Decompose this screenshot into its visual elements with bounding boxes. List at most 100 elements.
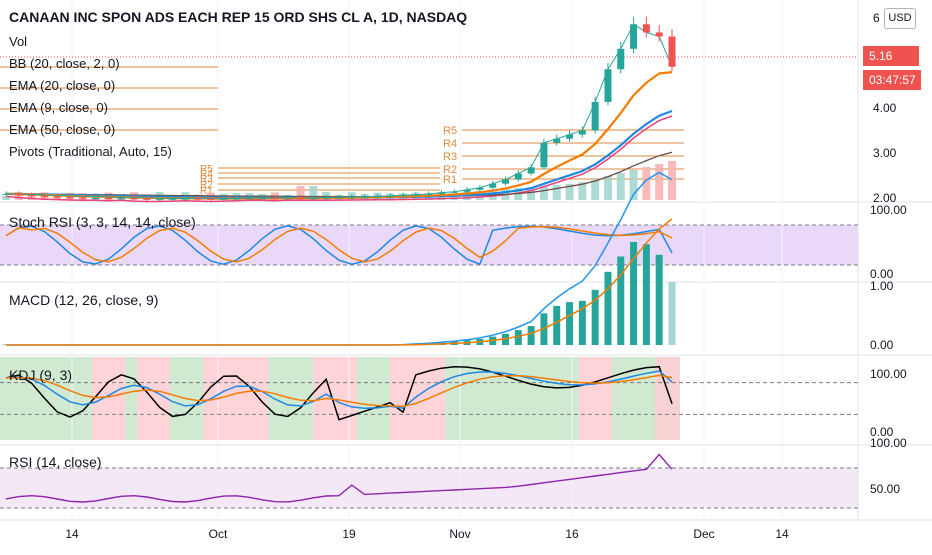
macd-histogram-bar bbox=[527, 325, 535, 345]
rsi-tick-label: 50.00 bbox=[870, 482, 900, 496]
macd-histogram-bar bbox=[514, 330, 522, 345]
kdj-regime-band bbox=[579, 357, 612, 440]
kdj-regime-band bbox=[203, 357, 268, 440]
chart-title: CANAAN INC SPON ADS EACH REP 15 ORD SHS … bbox=[9, 9, 468, 25]
macd-label[interactable]: MACD (12, 26, close, 9) bbox=[9, 292, 159, 308]
candle-body bbox=[566, 134, 574, 139]
last-price-badge: 5.16 bbox=[863, 46, 919, 66]
kdj-regime-band bbox=[445, 357, 579, 440]
macd-histogram-bar bbox=[630, 241, 638, 345]
pivot-label-left: R2 bbox=[200, 180, 213, 191]
volume-bar bbox=[668, 161, 676, 200]
kdj-label[interactable]: KDJ (9, 3) bbox=[9, 367, 73, 383]
candle-body bbox=[463, 189, 471, 192]
candle-body bbox=[104, 197, 112, 199]
kdj-j-line bbox=[5, 365, 673, 421]
pivot-label-left: R1 bbox=[200, 186, 213, 197]
volume-bar bbox=[603, 176, 612, 200]
candle-body bbox=[258, 197, 266, 199]
candle-body bbox=[425, 193, 433, 195]
countdown-badge: 03:47:57 bbox=[863, 70, 921, 90]
candle-body bbox=[130, 197, 138, 199]
pivot-label-right: R5 bbox=[443, 125, 457, 137]
candle-body bbox=[630, 24, 638, 49]
macd-histogram-bar bbox=[578, 300, 586, 345]
candle-body bbox=[143, 198, 151, 200]
stoch-rsi-label[interactable]: Stoch RSI (3, 3, 14, 14, close) bbox=[9, 214, 196, 230]
candle-body bbox=[514, 173, 522, 180]
macd-signal-line bbox=[6, 218, 673, 346]
candle-body bbox=[527, 167, 535, 174]
volume-bar bbox=[655, 164, 664, 200]
candle-body bbox=[322, 197, 330, 199]
candle-body bbox=[502, 179, 509, 184]
volume-bar bbox=[578, 182, 587, 200]
pivot-label-right: R1 bbox=[443, 174, 457, 186]
kdj-regime-band bbox=[655, 357, 680, 440]
kdj-regime-band bbox=[125, 357, 137, 440]
pivot-label-right: R4 bbox=[443, 138, 457, 150]
currency-button[interactable]: USD bbox=[884, 8, 916, 29]
price-tick-label: 4.00 bbox=[873, 101, 897, 115]
indicator-label-ema9[interactable]: EMA (9, close, 0) bbox=[9, 100, 108, 115]
candle-body bbox=[591, 101, 599, 131]
candle-body bbox=[348, 196, 356, 198]
kdj-tick-label: 0.00 bbox=[870, 425, 894, 439]
bb-lower-line bbox=[5, 115, 673, 203]
pivot-label-right: R3 bbox=[443, 151, 457, 163]
pivot-label-left: R5 bbox=[200, 164, 213, 175]
price-tick-label: 6 bbox=[873, 11, 880, 25]
kdj-regime-band bbox=[390, 357, 445, 440]
rsi-band bbox=[0, 468, 858, 508]
volume-bar bbox=[527, 187, 536, 200]
pivot-label-right: R2 bbox=[443, 164, 457, 176]
macd-tick-label: 1.00 bbox=[870, 279, 894, 293]
macd-histogram-bar bbox=[668, 282, 676, 345]
candle-body bbox=[412, 194, 420, 196]
candle-body bbox=[40, 195, 48, 197]
candle-body bbox=[604, 69, 612, 102]
rsi-line bbox=[5, 453, 673, 503]
indicator-label-ema50[interactable]: EMA (50, close, 0) bbox=[9, 122, 116, 137]
macd-histogram-bar bbox=[591, 289, 599, 345]
candle-body bbox=[181, 198, 189, 200]
kdj-regime-band bbox=[313, 357, 357, 440]
macd-histogram-bar bbox=[566, 302, 574, 345]
candle-body bbox=[156, 199, 164, 201]
kdj-d-line bbox=[5, 374, 673, 408]
pivot-label-left: R3 bbox=[200, 174, 213, 185]
candle-body bbox=[117, 197, 125, 199]
volume-bar bbox=[616, 173, 625, 200]
stoch-d-line bbox=[5, 225, 673, 263]
candle-body bbox=[53, 196, 61, 198]
kdj-regime-band bbox=[137, 357, 170, 440]
x-tick-label: Oct bbox=[209, 527, 228, 541]
price-tick-label: 3.00 bbox=[873, 146, 897, 160]
candle-body bbox=[2, 193, 10, 195]
volume-bar bbox=[642, 167, 651, 200]
rsi-label[interactable]: RSI (14, close) bbox=[9, 454, 102, 470]
stoch-tick-label: 100.00 bbox=[870, 203, 907, 217]
macd-histogram-bar bbox=[655, 254, 663, 345]
candle-body bbox=[476, 187, 484, 190]
indicator-label-ema20[interactable]: EMA (20, close, 0) bbox=[9, 78, 116, 93]
x-tick-label: Nov bbox=[449, 527, 470, 541]
candle-body bbox=[373, 196, 381, 198]
volume-bar bbox=[565, 184, 574, 200]
kdj-tick-label: 100.00 bbox=[870, 367, 907, 381]
kdj-regime-band bbox=[0, 357, 92, 440]
candle-body bbox=[489, 183, 497, 188]
candle-body bbox=[450, 191, 458, 193]
indicator-label-pivots[interactable]: Pivots (Traditional, Auto, 15) bbox=[9, 144, 172, 159]
candle-body bbox=[271, 197, 279, 199]
candle-body bbox=[245, 197, 253, 199]
candle-body bbox=[194, 198, 202, 200]
indicator-label-vol[interactable]: Vol bbox=[9, 34, 28, 49]
volume-bar bbox=[629, 170, 638, 200]
candle-body bbox=[79, 197, 87, 199]
volume-bar bbox=[591, 179, 600, 200]
indicator-label-bb[interactable]: BB (20, close, 2, 0) bbox=[9, 56, 120, 71]
candle-body bbox=[220, 198, 228, 200]
